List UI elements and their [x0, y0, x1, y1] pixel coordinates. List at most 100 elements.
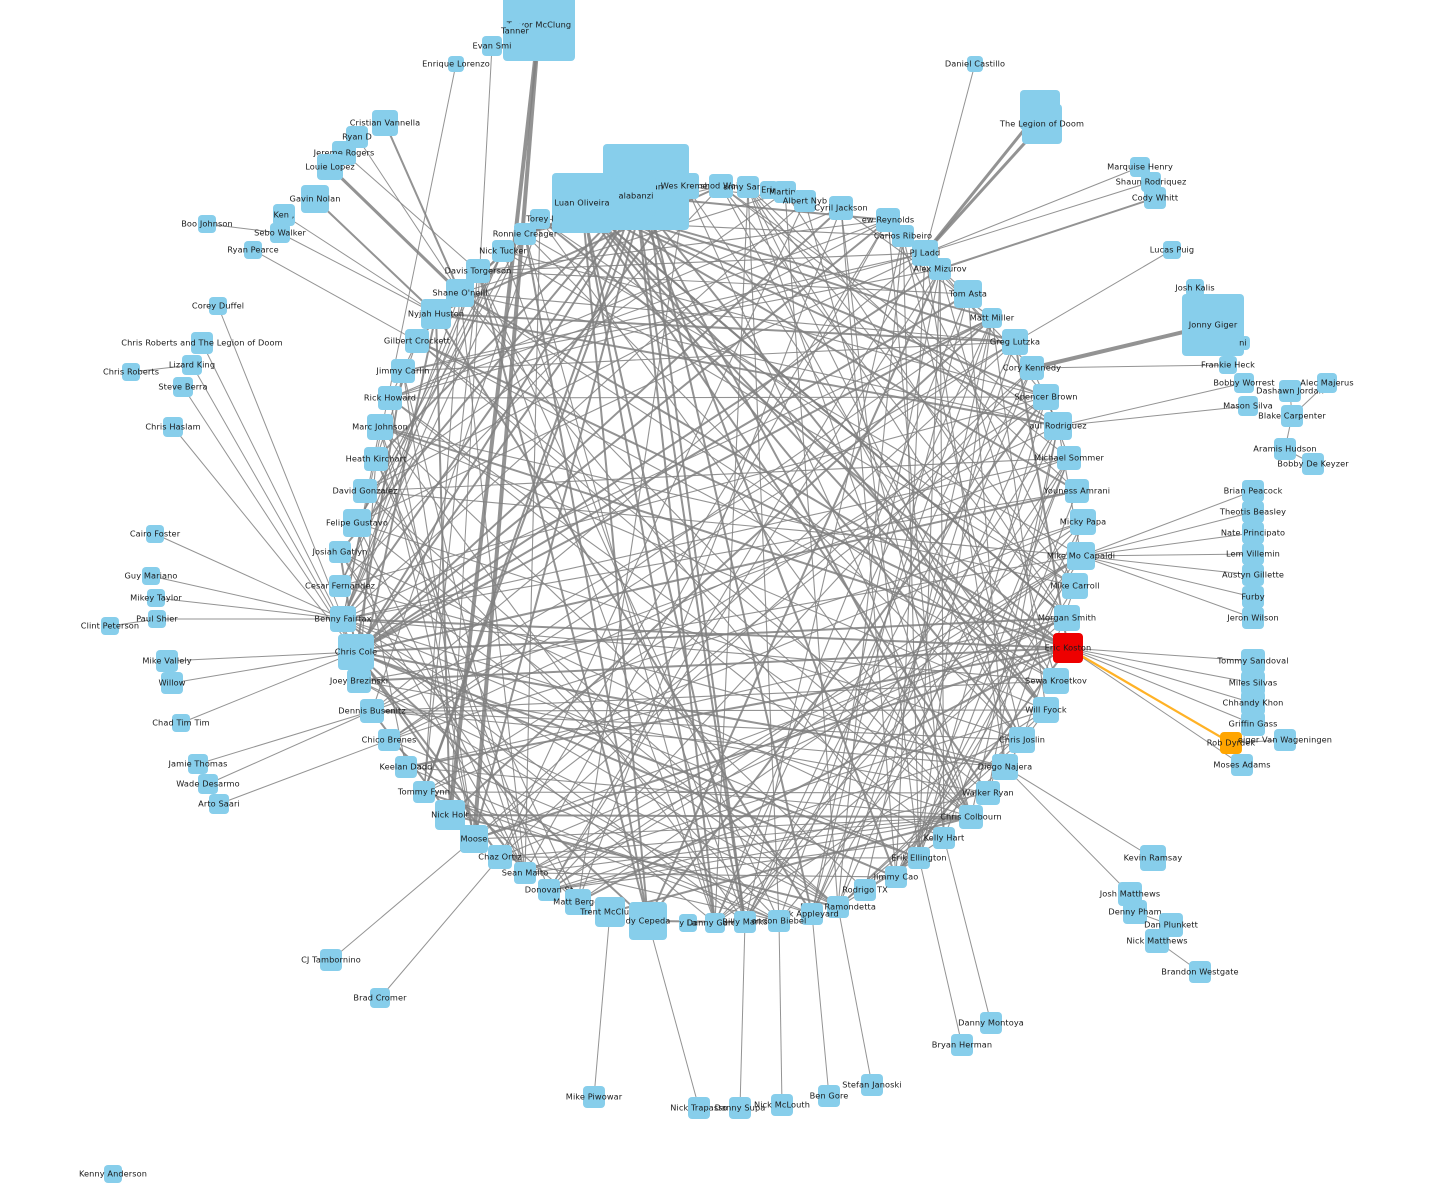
- graph-node[interactable]: [1044, 412, 1072, 440]
- graph-node[interactable]: [146, 525, 164, 543]
- graph-node[interactable]: [353, 479, 377, 503]
- graph-node[interactable]: [818, 1085, 840, 1107]
- graph-node[interactable]: [1022, 104, 1062, 144]
- graph-node[interactable]: [1317, 373, 1337, 393]
- graph-node[interactable]: [629, 902, 667, 940]
- graph-node[interactable]: [421, 299, 451, 329]
- graph-node[interactable]: [1054, 605, 1080, 631]
- graph-node[interactable]: [378, 729, 400, 751]
- graph-node[interactable]: [885, 866, 907, 888]
- graph-node[interactable]: [854, 879, 876, 901]
- graph-node[interactable]: [147, 589, 165, 607]
- graph-node[interactable]: [317, 154, 343, 180]
- graph-node[interactable]: [1242, 543, 1264, 565]
- graph-node[interactable]: [1234, 373, 1254, 393]
- graph-node[interactable]: [1186, 279, 1204, 297]
- graph-node[interactable]: [1033, 697, 1059, 723]
- graph-node[interactable]: [1140, 845, 1166, 871]
- graph-node[interactable]: [460, 825, 488, 853]
- graph-node[interactable]: [959, 805, 983, 829]
- graph-node[interactable]: [482, 36, 502, 56]
- graph-node[interactable]: [801, 903, 823, 925]
- graph-node[interactable]: [980, 1012, 1002, 1034]
- graph-node[interactable]: [156, 650, 178, 672]
- graph-node[interactable]: [101, 617, 119, 635]
- graph-node[interactable]: [1033, 384, 1059, 410]
- graph-node[interactable]: [929, 258, 951, 280]
- graph-node[interactable]: [507, 23, 523, 39]
- graph-node[interactable]: [1070, 509, 1096, 535]
- graph-node[interactable]: [1242, 564, 1264, 586]
- graph-node[interactable]: [370, 988, 390, 1008]
- graph-node[interactable]: [1145, 929, 1169, 953]
- graph-node[interactable]: [360, 699, 384, 723]
- graph-node[interactable]: [760, 181, 778, 199]
- graph-node[interactable]: [709, 174, 733, 198]
- graph-node[interactable]: [364, 447, 388, 471]
- graph-node[interactable]: [933, 827, 955, 849]
- graph-node[interactable]: [992, 754, 1018, 780]
- graph-node[interactable]: [372, 110, 398, 136]
- graph-node[interactable]: [329, 541, 351, 563]
- graph-node[interactable]: [1043, 668, 1069, 694]
- graph-node[interactable]: [338, 634, 374, 670]
- graph-node[interactable]: [1009, 727, 1035, 753]
- graph-node[interactable]: [1123, 900, 1147, 924]
- graph-node[interactable]: [892, 225, 914, 247]
- graph-node[interactable]: [954, 280, 982, 308]
- graph-node[interactable]: [1057, 446, 1081, 470]
- graph-node[interactable]: [1020, 356, 1044, 380]
- graph-node[interactable]: [122, 363, 140, 381]
- graph-node[interactable]: [395, 756, 417, 778]
- graph-node[interactable]: [774, 181, 796, 203]
- graph-node[interactable]: [729, 1097, 751, 1119]
- graph-node[interactable]: [198, 774, 218, 794]
- graph-node[interactable]: [1279, 380, 1301, 402]
- graph-node[interactable]: [182, 355, 202, 375]
- graph-node[interactable]: [1274, 438, 1296, 460]
- graph-node[interactable]: [1242, 501, 1264, 523]
- graph-node[interactable]: [967, 56, 983, 72]
- graph-node[interactable]: [1236, 336, 1250, 350]
- graph-node[interactable]: [1219, 356, 1237, 374]
- graph-node[interactable]: [301, 185, 329, 213]
- graph-node[interactable]: [1065, 479, 1089, 503]
- graph-node[interactable]: [1163, 241, 1181, 259]
- graph-node[interactable]: [1242, 607, 1264, 629]
- graph-node[interactable]: [1053, 633, 1083, 663]
- graph-node[interactable]: [829, 196, 853, 220]
- graph-node[interactable]: [1274, 729, 1296, 751]
- graph-node[interactable]: [1242, 586, 1264, 608]
- graph-node[interactable]: [771, 1094, 793, 1116]
- graph-node[interactable]: [1182, 294, 1244, 356]
- graph-node[interactable]: [1062, 573, 1088, 599]
- graph-node[interactable]: [347, 669, 371, 693]
- graph-node[interactable]: [1241, 712, 1265, 736]
- graph-node[interactable]: [1002, 329, 1028, 355]
- graph-node[interactable]: [827, 896, 849, 918]
- graph-node[interactable]: [488, 845, 512, 869]
- graph-node[interactable]: [405, 329, 429, 353]
- graph-node[interactable]: [188, 754, 208, 774]
- graph-node[interactable]: [794, 190, 816, 212]
- graph-node[interactable]: [191, 332, 213, 354]
- graph-node[interactable]: [413, 781, 435, 803]
- graph-node[interactable]: [616, 176, 656, 216]
- graph-node[interactable]: [688, 1097, 710, 1119]
- graph-node[interactable]: [737, 176, 759, 198]
- graph-node[interactable]: [565, 889, 591, 915]
- graph-node[interactable]: [1189, 961, 1211, 983]
- graph-node[interactable]: [514, 862, 536, 884]
- graph-node[interactable]: [270, 223, 290, 243]
- graph-node[interactable]: [982, 308, 1002, 328]
- graph-node[interactable]: [330, 606, 356, 632]
- graph-node[interactable]: [908, 847, 930, 869]
- graph-node[interactable]: [492, 240, 514, 262]
- graph-node[interactable]: [861, 1074, 883, 1096]
- graph-node[interactable]: [209, 297, 227, 315]
- graph-node[interactable]: [705, 913, 725, 933]
- graph-node[interactable]: [173, 377, 193, 397]
- graph-node[interactable]: [209, 794, 229, 814]
